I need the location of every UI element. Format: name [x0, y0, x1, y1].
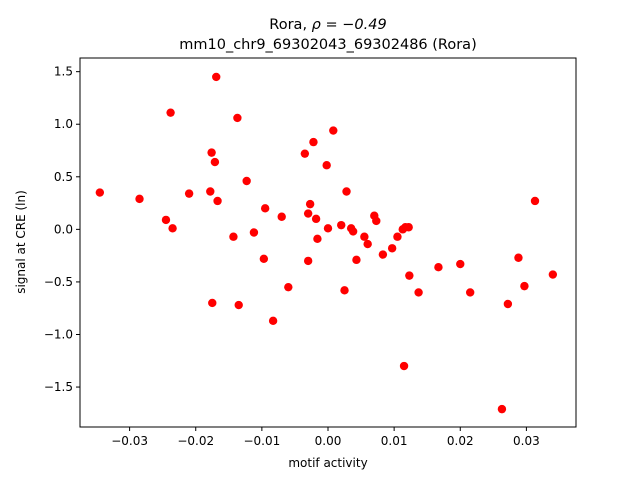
data-point — [249, 228, 259, 237]
data-point — [166, 108, 175, 117]
data-point — [268, 316, 278, 326]
data-point — [372, 216, 381, 226]
data-point — [207, 148, 216, 157]
x-tick-label: 0.01 — [381, 434, 408, 448]
x-tick-label: −0.03 — [111, 434, 148, 448]
x-axis-label: motif activity — [288, 456, 367, 470]
data-point — [387, 244, 397, 253]
data-point — [303, 209, 313, 218]
data-point — [305, 199, 315, 209]
data-point — [405, 271, 414, 280]
y-axis-ticks: 1.5 1.0 0.5 0.0 −0.5 −1.0 −1.5 — [44, 65, 80, 394]
x-tick-label: 0.03 — [513, 434, 540, 448]
data-point — [363, 239, 372, 249]
x-tick-label: 0.02 — [447, 434, 474, 448]
data-point — [393, 232, 402, 241]
y-tick-label: −1.5 — [44, 380, 73, 394]
chart-title-rho: ρ = −0.49 — [312, 17, 387, 33]
y-tick-label: 0.5 — [54, 170, 73, 184]
data-point — [208, 298, 217, 308]
x-axis-ticks: −0.03 −0.02 −0.01 0.00 0.01 0.02 0.03 — [111, 427, 540, 448]
y-tick-label: −0.5 — [44, 275, 73, 289]
y-tick-label: 1.5 — [54, 65, 73, 79]
data-point — [233, 113, 242, 123]
data-point — [514, 253, 523, 262]
data-point — [95, 188, 105, 197]
data-point — [503, 299, 513, 309]
data-points — [95, 72, 558, 414]
data-point — [340, 286, 349, 295]
data-point — [434, 263, 443, 272]
data-point — [161, 215, 171, 225]
data-point — [520, 281, 529, 291]
data-point — [530, 196, 540, 206]
chart-title-name: Rora, — [269, 17, 311, 33]
data-point — [168, 224, 177, 233]
data-point — [465, 288, 475, 297]
data-point — [300, 149, 310, 158]
data-point — [210, 157, 220, 167]
y-tick-label: 0.0 — [54, 222, 73, 236]
data-point — [206, 187, 215, 196]
data-point — [309, 137, 318, 147]
data-point — [303, 256, 313, 266]
data-point — [414, 288, 423, 297]
data-point — [497, 404, 507, 414]
data-point — [399, 361, 409, 371]
y-axis-label: signal at CRE (ln) — [14, 190, 28, 294]
chart-title-line2: mm10_chr9_69302043_69302486 (Rora) — [179, 37, 476, 53]
chart-title-line1: Rora, ρ = −0.49 — [269, 17, 386, 33]
data-point — [184, 189, 194, 198]
data-point — [213, 196, 222, 206]
data-point — [135, 194, 144, 204]
data-point — [348, 227, 358, 236]
data-point — [313, 234, 322, 244]
data-point — [404, 223, 413, 232]
data-point — [311, 214, 321, 224]
data-point — [456, 259, 465, 269]
y-tick-label: 1.0 — [54, 117, 73, 131]
data-point — [284, 282, 293, 292]
data-point — [329, 126, 338, 135]
data-point — [360, 232, 369, 241]
plot-frame — [79, 57, 577, 428]
data-point — [378, 250, 388, 259]
x-tick-label: −0.01 — [243, 434, 280, 448]
data-point — [352, 255, 361, 265]
data-point — [322, 161, 331, 170]
data-point — [277, 212, 286, 221]
data-point — [260, 204, 270, 213]
data-point — [323, 224, 333, 233]
data-point — [342, 187, 351, 196]
x-tick-label: 0.00 — [315, 434, 342, 448]
x-tick-label: −0.02 — [177, 434, 214, 448]
data-point — [229, 232, 238, 241]
data-point — [234, 300, 243, 310]
data-point — [242, 176, 251, 186]
data-point — [259, 254, 269, 263]
data-point — [548, 270, 558, 279]
data-point — [212, 72, 221, 82]
y-tick-label: −1.0 — [44, 327, 73, 341]
data-point — [337, 220, 346, 230]
